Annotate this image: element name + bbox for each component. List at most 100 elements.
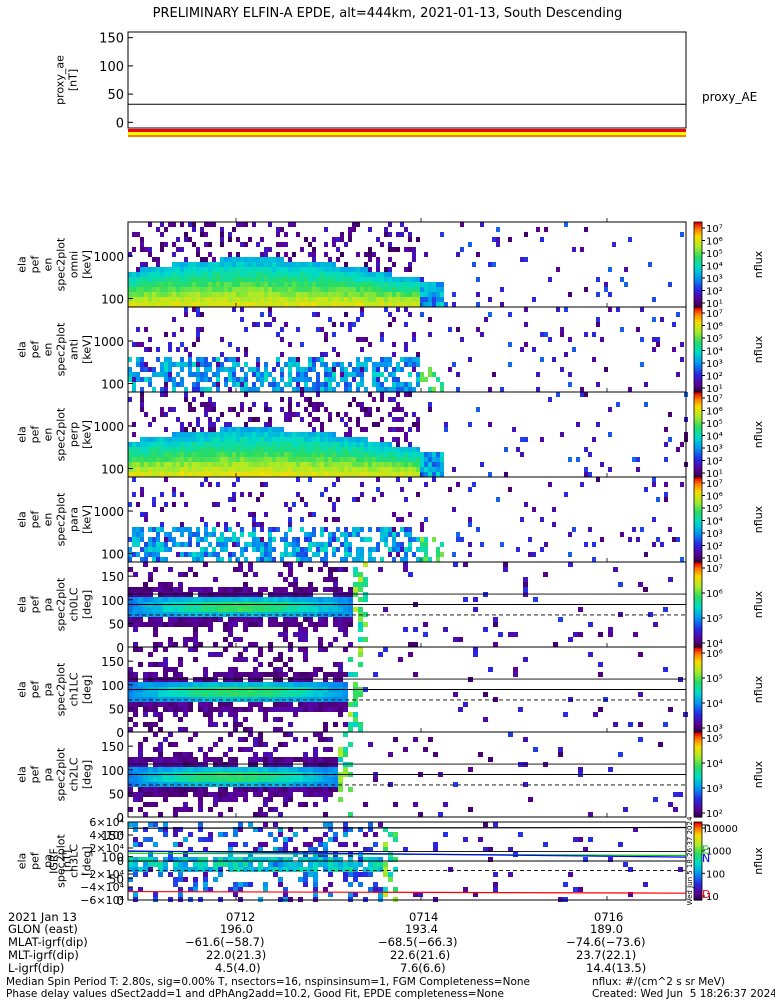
spectrogram-cell (396, 442, 400, 447)
colorbar-cell (694, 290, 702, 293)
spectrogram-cell (376, 542, 380, 547)
pitch-angle-cell (273, 717, 278, 722)
spectrogram-cell (352, 287, 356, 292)
pitch-angle-cell (323, 722, 328, 727)
spectrogram-cell (260, 457, 264, 462)
spectrogram-cell (236, 437, 240, 442)
pitch-angle-cell (148, 767, 153, 772)
colorbar-cell (694, 613, 702, 616)
spectrogram-cell (260, 437, 264, 442)
spectrogram-cell (304, 557, 308, 562)
spectrogram-cell (372, 292, 376, 297)
colorbar-cell (694, 710, 702, 714)
colorbar-cell (694, 415, 702, 419)
spectrogram-cell (380, 417, 384, 422)
spectrogram-cell (156, 557, 160, 562)
pitch-angle-cell (323, 737, 328, 742)
spectrogram-cell (284, 232, 288, 237)
pitch-angle-cell (238, 707, 243, 712)
spectrogram-cell (188, 292, 192, 297)
spectrogram-cell (264, 427, 268, 432)
colorbar-cell (694, 523, 702, 527)
spectrogram-cell (336, 412, 340, 417)
spectrogram-cell (168, 267, 172, 272)
spectrogram-cell (444, 427, 448, 432)
pitch-angle-frame (127, 731, 687, 818)
spectrogram-cell (408, 287, 412, 292)
spectrogram-cell (132, 537, 136, 542)
spectrogram-cell (416, 292, 420, 297)
spectrogram-cell (248, 387, 252, 392)
pitch-angle-cell (328, 867, 333, 872)
spectrogram-cell (372, 497, 376, 502)
spectrogram-cell (252, 442, 256, 447)
spectrogram-cell (264, 282, 268, 287)
spectrogram-cell (268, 382, 272, 387)
spectrogram-cell (212, 422, 216, 427)
spectrogram-cell (400, 387, 404, 392)
spectrogram-cell (584, 227, 588, 232)
spectrogram-cell (212, 357, 216, 362)
spectrogram-cell (180, 302, 184, 307)
spectrogram-cell (144, 327, 148, 332)
pitch-angle-cell (233, 757, 238, 762)
spectrogram-cell (404, 357, 408, 362)
pitch-angle-cell (273, 872, 278, 877)
spectrogram-cell (608, 292, 612, 297)
spectrogram-cell (292, 472, 296, 477)
spectrogram-cell (236, 287, 240, 292)
pitch-angle-cell (208, 682, 213, 687)
spectrogram-cell (372, 372, 376, 377)
spectrogram-cell (236, 277, 240, 282)
pitch-angle-cell (213, 792, 218, 797)
spectrogram-cell (332, 452, 336, 457)
pitch-angle-cell (213, 797, 218, 802)
spectrogram-cell (192, 397, 196, 402)
spectrogram-cell (324, 362, 328, 367)
pitch-angle-cell (308, 597, 313, 602)
spectrogram-cell (176, 417, 180, 422)
spectrogram-cell (232, 542, 236, 547)
spectrogram-cell (144, 262, 148, 267)
spectrogram-cell (300, 267, 304, 272)
pitch-angle-cell (298, 682, 303, 687)
spectrogram-cell (208, 267, 212, 272)
status-bar-orange (128, 135, 686, 137)
pitch-angle-cell (233, 707, 238, 712)
colorbar-cell (694, 338, 702, 342)
pitch-angle-cell (323, 597, 328, 602)
spectrogram-cell (136, 267, 140, 272)
spectrogram-cell (348, 382, 352, 387)
spectrogram-cell (408, 452, 412, 457)
spectrogram-cell (276, 432, 280, 437)
spectrogram-cell (204, 437, 208, 442)
pitch-angle-cell (453, 692, 458, 697)
colorbar-cell (694, 732, 702, 735)
spectrogram-cell (160, 412, 164, 417)
spectrogram-cell (280, 472, 284, 477)
proxy-ae-tick-label: 100 (99, 60, 124, 75)
spectrogram-cell (440, 452, 444, 457)
spectrogram-cell (300, 517, 304, 522)
pitch-angle-cell (208, 707, 213, 712)
spectrogram-cell (260, 537, 264, 542)
pitch-angle-cell (193, 867, 198, 872)
pitch-angle-cell (358, 577, 363, 582)
spectrogram-cell (336, 447, 340, 452)
pitch-angle-cell (133, 597, 138, 602)
pitch-angle-cell (133, 607, 138, 612)
colorbar-cell (694, 623, 702, 627)
spectrogram-cell (136, 537, 140, 542)
spectrogram-cell (236, 267, 240, 272)
spectrogram-cell (236, 237, 240, 242)
pitch-angle-cell (348, 857, 353, 862)
spectrogram-cell (356, 497, 360, 502)
spectrogram-cell (404, 447, 408, 452)
spectrogram-cell (408, 362, 412, 367)
pitch-angle-cell (328, 577, 333, 582)
spectrogram-cell (228, 357, 232, 362)
spectrogram-cell (324, 552, 328, 557)
spectrogram-cell (304, 297, 308, 302)
colorbar-cell (694, 806, 702, 810)
spectrogram-cell (224, 302, 228, 307)
